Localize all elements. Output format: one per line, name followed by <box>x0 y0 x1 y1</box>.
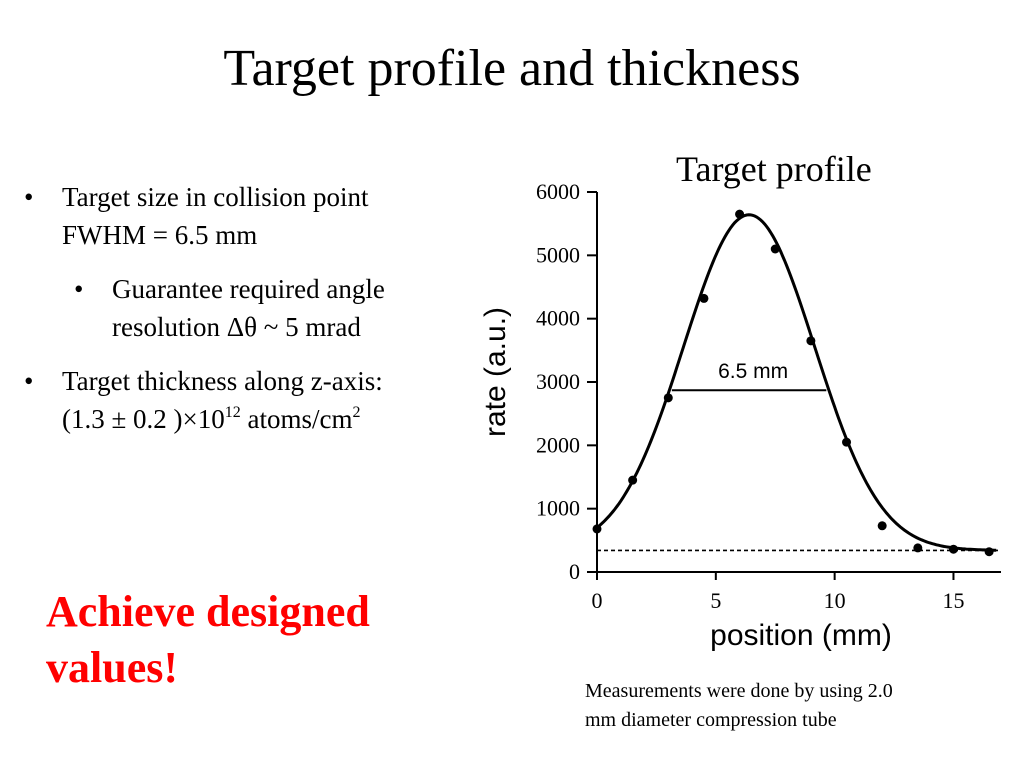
data-point <box>842 437 852 447</box>
bullet-text: Target size in collision point <box>62 182 369 212</box>
x-axis-label: position (mm) <box>710 619 892 652</box>
callout-line: Achieve designed <box>46 587 370 636</box>
bullet-text-thickness-value: (1.3 ± 0.2 )×1012 atoms/cm2 <box>62 400 482 438</box>
chart-title: Target profile <box>676 149 872 189</box>
caption-line: Measurements were done by using 2.0 <box>585 680 893 702</box>
y-axis-label: rate (a.u.) <box>479 307 512 437</box>
bullet-dot: • <box>24 182 34 212</box>
data-point <box>699 293 709 303</box>
data-point <box>770 244 780 254</box>
y-tick-label: 6000 <box>536 179 580 204</box>
bullet-text: Guarantee required angle <box>112 274 385 304</box>
unit-exponent: 2 <box>352 404 361 421</box>
y-tick-label: 5000 <box>536 242 580 267</box>
data-point <box>663 393 673 403</box>
bullet-target-thickness: • Target thickness along z-axis: (1.3 ± … <box>22 362 482 438</box>
slide-title: Target profile and thickness <box>223 40 801 97</box>
data-point <box>592 524 602 534</box>
callout-achieve: Achieve designed values! <box>46 584 466 696</box>
data-point <box>948 544 958 554</box>
data-point <box>913 543 923 553</box>
data-point <box>984 547 994 557</box>
x-tick-label: 5 <box>710 588 721 613</box>
x-tick-label: 0 <box>592 588 603 613</box>
bullet-dot: • <box>74 274 84 304</box>
bullet-target-size: • Target size in collision point FWHM = … <box>22 178 482 254</box>
y-tick-label: 1000 <box>536 496 580 521</box>
gaussian-fit-curve <box>596 213 997 552</box>
bullet-text: Target thickness along z-axis: <box>62 366 383 396</box>
bullet-list: • Target size in collision point FWHM = … <box>22 178 482 454</box>
y-tick-label: 4000 <box>536 306 580 331</box>
x-tick-label: 10 <box>824 588 846 613</box>
bullet-text: FWHM = 6.5 mm <box>62 220 258 250</box>
caption-line: mm diameter compression tube <box>585 709 837 731</box>
data-point <box>628 475 638 485</box>
data-point <box>877 521 887 531</box>
thickness-unit: atoms/cm <box>240 404 353 434</box>
data-point <box>806 336 816 346</box>
callout-line: values! <box>46 643 178 692</box>
data-point <box>735 209 745 219</box>
thickness-value: (1.3 ± 0.2 )×10 <box>62 404 225 434</box>
y-tick-label: 0 <box>569 559 580 584</box>
bullet-text: resolution Δθ ~ 5 mrad <box>112 312 361 342</box>
fwhm-label: 6.5 mm <box>718 360 788 383</box>
bullet-angle-resolution: • Guarantee required angle resolution Δθ… <box>72 270 482 346</box>
x-tick-label: 15 <box>942 588 964 613</box>
chart-caption: Measurements were done by using 2.0 mm d… <box>585 677 1005 735</box>
y-tick-label: 2000 <box>536 432 580 457</box>
thickness-exponent: 12 <box>224 404 241 421</box>
y-tick-label: 3000 <box>536 369 580 394</box>
bullet-dot: • <box>24 366 34 396</box>
